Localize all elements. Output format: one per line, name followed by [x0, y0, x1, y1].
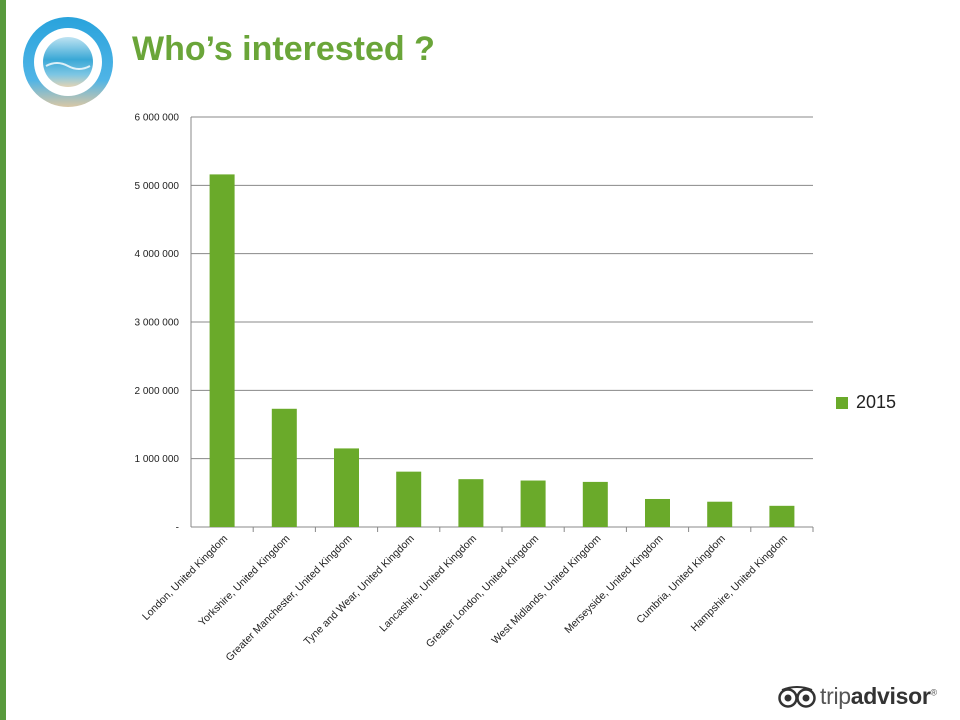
x-category-label: Greater Manchester, United Kingdom: [224, 532, 355, 663]
y-tick-label: 5 000 000: [135, 181, 180, 192]
bar: [582, 481, 608, 527]
bar: [209, 174, 235, 527]
x-category-label: Tyne and Wear, United Kingdom: [302, 532, 417, 647]
y-tick-label: -: [176, 523, 179, 534]
legend-swatch: [836, 396, 848, 409]
beach-logo-icon: [23, 17, 113, 107]
registered-mark: ®: [930, 687, 937, 698]
owl-eyes-icon: [778, 685, 816, 708]
y-tick-label: 6 000 000: [135, 113, 180, 124]
bar: [707, 501, 733, 527]
legend-label: 2015: [856, 392, 897, 412]
bar: [396, 471, 422, 527]
bar: [334, 448, 359, 527]
y-tick-label: 2 000 000: [135, 386, 180, 397]
x-category-label: Merseyside, United Kingdom: [562, 532, 666, 636]
logo-text-advisor: advisor: [850, 683, 931, 709]
bar: [769, 505, 795, 527]
tripadvisor-logo: tripadvisor®: [778, 683, 937, 710]
left-accent-bar: [0, 0, 6, 720]
logo-text-trip: trip: [820, 683, 851, 709]
y-tick-label: 4 000 000: [135, 249, 180, 260]
y-tick-label: 3 000 000: [135, 318, 180, 329]
y-tick-label: 1 000 000: [135, 454, 180, 465]
bar: [645, 498, 670, 527]
bar: [458, 479, 484, 527]
bar: [520, 480, 546, 527]
x-category-label: West Midlands, United Kingdom: [489, 532, 603, 646]
x-category-label: Greater London, United Kingdom: [424, 532, 542, 650]
bar: [271, 408, 297, 527]
slide-title: Who’s interested ?: [132, 30, 435, 68]
chart-legend: 2015: [836, 392, 896, 413]
